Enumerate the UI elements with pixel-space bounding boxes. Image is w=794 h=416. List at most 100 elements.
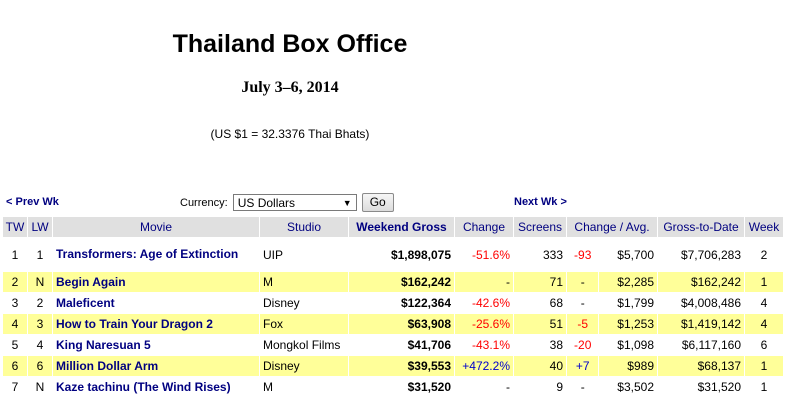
cell-studio: Disney (260, 356, 348, 376)
cell-change: +472.2% (455, 356, 513, 376)
cell-lw: N (28, 377, 52, 397)
cell-lw: 2 (28, 293, 52, 313)
cell-studio: UIP (260, 238, 348, 271)
cell-average: $1,253 (599, 314, 657, 334)
table-header-row: TW LW Movie Studio Weekend Gross Change … (3, 217, 783, 237)
col-header-gross-to-date[interactable]: Gross-to-Date (658, 217, 744, 237)
cell-weekend-gross: $1,898,075 (349, 238, 454, 271)
cell-gross-to-date: $4,008,486 (658, 293, 744, 313)
cell-gross-to-date: $7,706,283 (658, 238, 744, 271)
cell-gross-to-date: $6,117,160 (658, 335, 744, 355)
cell-screen-change: - (567, 293, 599, 313)
cell-week: 1 (745, 377, 783, 397)
table-row: 2 N Begin Again M $162,242-71- $2,285 $162,242… (3, 272, 783, 292)
col-header-change-avg[interactable]: Change / Avg. (567, 217, 657, 237)
cell-change: -51.6% (455, 238, 513, 271)
cell-change: - (455, 377, 513, 397)
cell-screens: 38 (514, 335, 566, 355)
cell-weekend-gross: $31,520 (349, 377, 454, 397)
box-office-table: TW LW Movie Studio Weekend Gross Change … (2, 216, 784, 398)
cell-studio: Disney (260, 293, 348, 313)
cell-screen-change: - (567, 272, 599, 292)
dropdown-arrow-icon: ▼ (342, 197, 352, 208)
cell-lw: 6 (28, 356, 52, 376)
cell-tw: 2 (3, 272, 27, 292)
currency-select[interactable]: US Dollars ▼ (232, 194, 357, 211)
go-button[interactable]: Go (361, 193, 394, 212)
cell-gross-to-date: $31,520 (658, 377, 744, 397)
cell-tw: 1 (3, 238, 27, 271)
cell-gross-to-date: $1,419,142 (658, 314, 744, 334)
cell-movie-link[interactable]: Million Dollar Arm (53, 356, 259, 376)
cell-screens: 71 (514, 272, 566, 292)
table-row: 1 1 Transformers: Age of Extinction UIP $1,8… (3, 238, 783, 271)
cell-week: 4 (745, 314, 783, 334)
col-header-studio[interactable]: Studio (260, 217, 348, 237)
col-header-lw[interactable]: LW (28, 217, 52, 237)
col-header-change[interactable]: Change (455, 217, 513, 237)
currency-label: Currency: (180, 196, 228, 209)
currency-selector: Currency: US Dollars ▼ Go (180, 193, 394, 212)
prev-week-link[interactable]: < Prev Wk (6, 196, 59, 208)
col-header-screens[interactable]: Screens (514, 217, 566, 237)
cell-tw: 4 (3, 314, 27, 334)
cell-screen-change: -5 (567, 314, 599, 334)
col-header-tw[interactable]: TW (3, 217, 27, 237)
table-row: 6 6 Million Dollar Arm Disney $39,553 +472.2%… (3, 356, 783, 376)
table-row: 3 2 Maleficent Disney $122,364 -42.6% 68- $1,79… (3, 293, 783, 313)
cell-week: 1 (745, 272, 783, 292)
cell-screens: 40 (514, 356, 566, 376)
cell-movie-link[interactable]: Maleficent (53, 293, 259, 313)
cell-tw: 3 (3, 293, 27, 313)
cell-tw: 5 (3, 335, 27, 355)
exchange-rate: (US $1 = 32.3376 Thai Bhats) (210, 127, 370, 141)
cell-change: -42.6% (455, 293, 513, 313)
cell-week: 6 (745, 335, 783, 355)
cell-gross-to-date: $162,242 (658, 272, 744, 292)
table-row: 7 N Kaze tachinu (The Wind Rises) M $31,520-… (3, 377, 783, 397)
cell-screen-change: -20 (567, 335, 599, 355)
cell-weekend-gross: $41,706 (349, 335, 454, 355)
cell-average: $3,502 (599, 377, 657, 397)
cell-week: 1 (745, 356, 783, 376)
cell-average: $5,700 (599, 238, 657, 271)
cell-gross-to-date: $68,137 (658, 356, 744, 376)
cell-weekend-gross: $162,242 (349, 272, 454, 292)
cell-change: - (455, 272, 513, 292)
cell-studio: Mongkol Films (260, 335, 348, 355)
cell-weekend-gross: $63,908 (349, 314, 454, 334)
cell-movie-link[interactable]: King Naresuan 5 (53, 335, 259, 355)
cell-average: $2,285 (599, 272, 657, 292)
cell-movie-link[interactable]: How to Train Your Dragon 2 (53, 314, 259, 334)
cell-weekend-gross: $39,553 (349, 356, 454, 376)
next-week-link[interactable]: Next Wk > (514, 196, 567, 208)
cell-week: 2 (745, 238, 783, 271)
col-header-movie[interactable]: Movie (53, 217, 259, 237)
cell-studio: M (260, 377, 348, 397)
cell-screens: 68 (514, 293, 566, 313)
cell-lw: 1 (28, 238, 52, 271)
cell-screen-change: - (567, 377, 599, 397)
cell-screens: 51 (514, 314, 566, 334)
cell-movie-link[interactable]: Transformers: Age of Extinction (53, 238, 259, 271)
cell-studio: Fox (260, 314, 348, 334)
cell-screens: 333 (514, 238, 566, 271)
page-title: Thailand Box Office (172, 30, 408, 58)
cell-average: $989 (599, 356, 657, 376)
cell-lw: 3 (28, 314, 52, 334)
cell-screen-change: -93 (567, 238, 599, 271)
cell-average: $1,098 (599, 335, 657, 355)
cell-movie-link[interactable]: Begin Again (53, 272, 259, 292)
col-header-weekend-gross[interactable]: Weekend Gross (349, 217, 454, 237)
cell-tw: 6 (3, 356, 27, 376)
date-range: July 3–6, 2014 (241, 79, 339, 96)
table-row: 5 4 King Naresuan 5 Mongkol Films $41,706 -43… (3, 335, 783, 355)
cell-weekend-gross: $122,364 (349, 293, 454, 313)
cell-change: -25.6% (455, 314, 513, 334)
cell-tw: 7 (3, 377, 27, 397)
cell-movie-link[interactable]: Kaze tachinu (The Wind Rises) (53, 377, 259, 397)
cell-lw: N (28, 272, 52, 292)
cell-average: $1,799 (599, 293, 657, 313)
col-header-week[interactable]: Week (745, 217, 783, 237)
cell-change: -43.1% (455, 335, 513, 355)
